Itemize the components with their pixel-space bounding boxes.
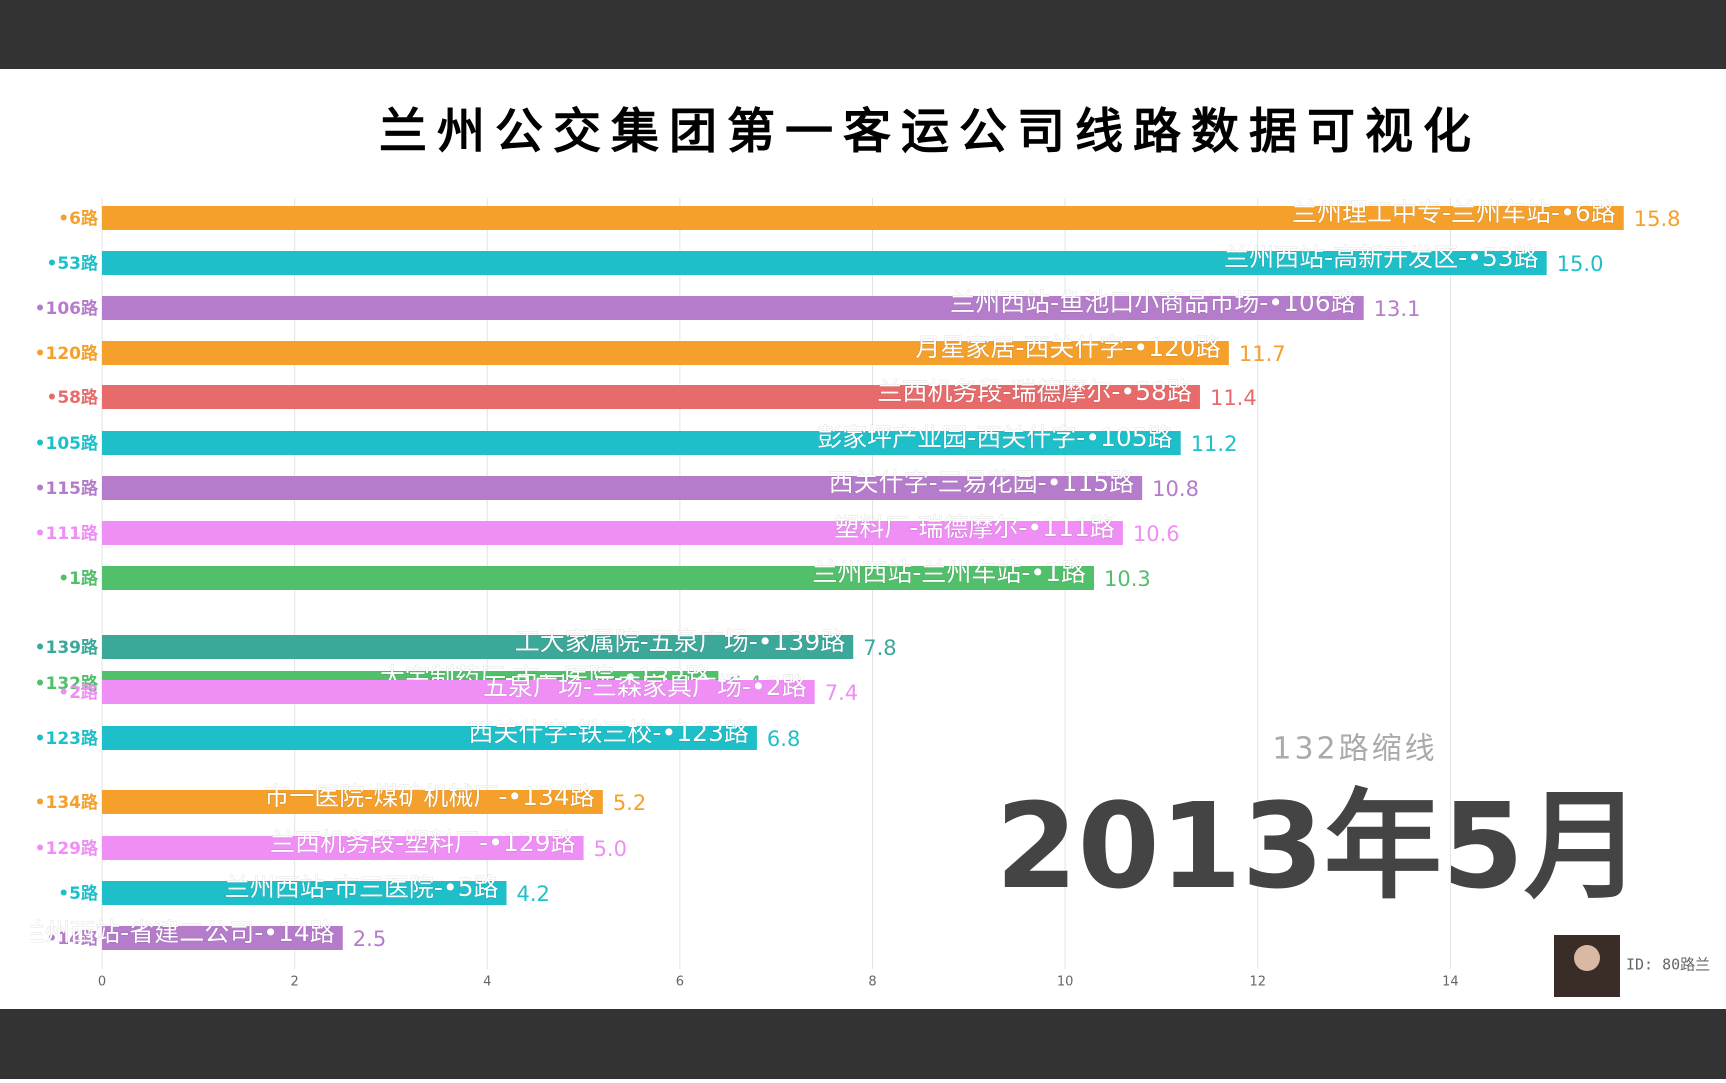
avatar-face bbox=[1574, 945, 1600, 971]
value-label: 7.8 bbox=[863, 636, 896, 660]
bar-label: 塑料厂-瑞德摩尔-•111路 bbox=[834, 513, 1115, 542]
category-label: •120路 bbox=[35, 343, 99, 364]
bar bbox=[102, 521, 1123, 545]
bar-label: 兰州西站-兰州车站-•1路 bbox=[812, 558, 1086, 587]
bar-label: 兰西机务段-瑞德摩尔-•58路 bbox=[877, 377, 1192, 406]
value-label: 15.0 bbox=[1557, 252, 1604, 276]
bar-label: 兰州西站-市三医院-•5路 bbox=[225, 873, 499, 902]
value-label: 5.0 bbox=[594, 837, 627, 861]
bar bbox=[102, 296, 1364, 320]
x-tick-label: 10 bbox=[1057, 975, 1074, 990]
bar-label: 西关什字-三易花园-•115路 bbox=[829, 468, 1135, 497]
category-label: •105路 bbox=[35, 433, 99, 454]
bar bbox=[102, 476, 1143, 500]
value-label: 10.8 bbox=[1152, 477, 1199, 501]
category-label: •5路 bbox=[58, 883, 99, 904]
value-label: 11.2 bbox=[1191, 432, 1238, 456]
value-label: 11.7 bbox=[1239, 342, 1286, 366]
bar bbox=[102, 206, 1624, 230]
value-label: 10.3 bbox=[1104, 567, 1151, 591]
value-label: 6.8 bbox=[767, 727, 800, 751]
bar bbox=[102, 566, 1095, 590]
bar bbox=[102, 635, 854, 659]
bar bbox=[102, 385, 1200, 409]
bar bbox=[102, 836, 584, 860]
category-label: •14路 bbox=[46, 928, 99, 949]
category-label: •6路 bbox=[58, 208, 99, 229]
category-label: •58路 bbox=[46, 387, 99, 408]
bars: •6路 兰州理工中专-兰州车站-•6路 15.8 •53路 兰州西站-高新开发区-•53… bbox=[20, 198, 1681, 952]
category-label: •2路 bbox=[58, 682, 99, 703]
value-label: 7.4 bbox=[825, 681, 858, 705]
bar-label: 市一医院-煤矿机械厂-•134路 bbox=[264, 782, 595, 811]
bar-label: 兰州西站-省建二公司-•14路 bbox=[20, 918, 335, 947]
bar bbox=[102, 680, 815, 704]
bar-label: 彭家坪产业园-西关什字-•105路 bbox=[817, 423, 1173, 452]
category-label: •123路 bbox=[35, 728, 99, 749]
category-label: •106路 bbox=[35, 298, 99, 319]
category-label: •1路 bbox=[58, 568, 99, 589]
value-label: 2.5 bbox=[353, 927, 386, 951]
date-label: 2013年5月 bbox=[995, 777, 1642, 915]
watermark: ID: 80路兰 bbox=[1626, 956, 1710, 974]
bar bbox=[102, 926, 343, 950]
category-label: •139路 bbox=[35, 637, 99, 658]
bar bbox=[102, 726, 757, 750]
bar-label: 兰西机务段-塑料厂-•129路 bbox=[270, 828, 576, 857]
value-label: 4.2 bbox=[517, 882, 550, 906]
top-band bbox=[0, 0, 1726, 69]
x-tick-label: 12 bbox=[1249, 975, 1266, 990]
x-tick-label: 6 bbox=[676, 975, 684, 990]
x-tick-label: 0 bbox=[98, 975, 106, 990]
bar-label: 兰州西站-鱼池口小商品市场-•106路 bbox=[950, 288, 1356, 317]
category-label: •129路 bbox=[35, 838, 99, 859]
x-tick-label: 4 bbox=[483, 975, 491, 990]
category-label: •53路 bbox=[46, 253, 99, 274]
bar bbox=[102, 251, 1547, 275]
x-tick-label: 14 bbox=[1442, 975, 1459, 990]
category-label: •111路 bbox=[35, 523, 99, 544]
bar bbox=[102, 341, 1229, 365]
category-label: •115路 bbox=[35, 478, 99, 499]
bar-label: 工大家属院-五泉广场-•139路 bbox=[515, 627, 846, 656]
value-label: 10.6 bbox=[1133, 522, 1180, 546]
x-tick-label: 8 bbox=[868, 975, 876, 990]
bar-label: 兰州理工中专-兰州车站-•6路 bbox=[1292, 198, 1616, 227]
bar-label: 兰州西站-高新开发区-•53路 bbox=[1224, 243, 1539, 272]
bottom-band bbox=[0, 1009, 1726, 1079]
bar-label: 西关什字-铁三校-•123路 bbox=[468, 718, 749, 747]
bar-label: 五泉广场-三森家具广场-•2路 bbox=[483, 672, 807, 701]
category-label: •132路 bbox=[35, 673, 99, 694]
chart-title: 兰州公交集团第一客运公司线路数据可视化 bbox=[379, 104, 1481, 160]
x-tick-label: 2 bbox=[290, 975, 298, 990]
value-label: 13.1 bbox=[1374, 297, 1421, 321]
value-label: 11.4 bbox=[1210, 386, 1257, 410]
bar-label: 月星家居-西关什字-•120路 bbox=[915, 333, 1221, 362]
value-label: 5.2 bbox=[613, 791, 646, 815]
bar bbox=[102, 431, 1181, 455]
bar bbox=[102, 790, 603, 814]
annotation: 132路缩线 bbox=[1272, 732, 1437, 767]
bar bbox=[102, 881, 507, 905]
category-label: •134路 bbox=[35, 792, 99, 813]
value-label: 15.8 bbox=[1634, 207, 1681, 231]
